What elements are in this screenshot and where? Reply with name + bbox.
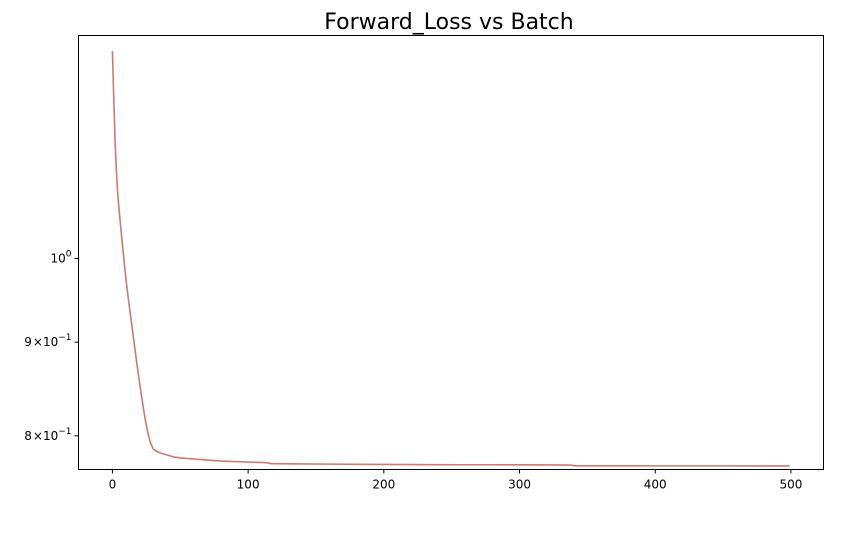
x-tick-label: 500 <box>779 478 802 492</box>
y-tick-label: 100 <box>50 249 71 265</box>
plot-area <box>111 51 790 467</box>
x-tick-label: 0 <box>109 478 117 492</box>
y-tick-label: 9×10−1 <box>24 333 71 349</box>
x-tick-label: 100 <box>237 478 260 492</box>
axes-frame <box>78 35 824 470</box>
x-tick-label: 200 <box>372 478 395 492</box>
y-tick-label: 8×10−1 <box>24 427 71 443</box>
x-tick-label: 400 <box>644 478 667 492</box>
y-axis: 100 9×10−1 8×10−1 <box>24 249 79 443</box>
x-tick-label: 300 <box>508 478 531 492</box>
x-axis: 0 100 200 300 400 500 <box>109 469 802 492</box>
chart-title: Forward_Loss vs Batch <box>324 10 573 35</box>
series-line-0 <box>111 51 790 467</box>
